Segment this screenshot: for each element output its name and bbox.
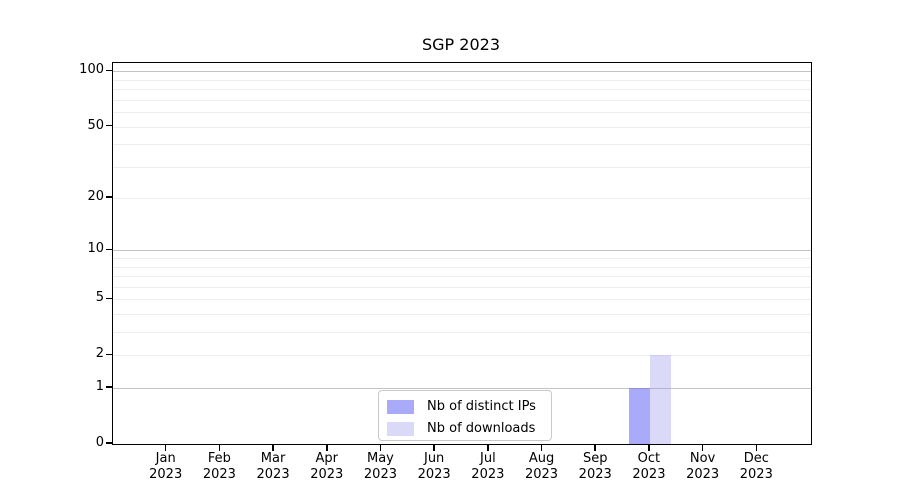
x-tick-mark-apr	[326, 444, 328, 451]
gridline-minor-4	[113, 314, 811, 316]
gridline-major-10	[113, 250, 811, 252]
x-tick-label-jan: Jan 2023	[149, 451, 183, 482]
gridline-minor-2	[113, 355, 811, 357]
y-tick-label-50: 50	[87, 117, 104, 133]
x-tick-label-jul: Jul 2023	[471, 451, 505, 482]
legend-swatch-distinct-ips	[387, 399, 414, 414]
x-tick-mark-may	[379, 444, 382, 451]
legend: Nb of distinct IPs Nb of downloads	[378, 390, 552, 441]
gridline-minor-9	[113, 258, 811, 260]
x-tick-label-sep: Sep 2023	[578, 451, 612, 482]
gridline-minor-8	[113, 266, 811, 268]
legend-label-downloads: Nb of downloads	[427, 421, 536, 436]
y-tick-label-20: 20	[87, 189, 104, 205]
y-tick-label-100: 100	[79, 62, 104, 78]
x-tick-mark-nov	[701, 444, 704, 451]
gridline-minor-30	[113, 166, 811, 168]
x-tick-label-oct: Oct 2023	[632, 451, 666, 482]
x-tick-label-jun: Jun 2023	[417, 451, 451, 482]
x-tick-mark-oct	[648, 444, 650, 451]
y-tick-label-1: 1	[95, 379, 104, 395]
gridline-major-1	[113, 388, 811, 390]
x-tick-mark-aug	[540, 444, 543, 451]
x-tick-mark-dec	[755, 444, 758, 451]
y-tick-mark-20	[106, 196, 112, 198]
legend-item-downloads: Nb of downloads	[387, 421, 543, 436]
y-tick-mark-5	[106, 297, 112, 300]
y-tick-mark-1	[106, 386, 112, 388]
gridline-minor-90	[113, 79, 811, 81]
y-tick-label-5: 5	[95, 290, 104, 306]
gridline-minor-5	[113, 299, 811, 301]
x-tick-label-nov: Nov 2023	[686, 451, 720, 482]
y-tick-mark-10	[106, 248, 112, 251]
gridline-minor-20	[113, 198, 811, 200]
x-tick-label-may: May 2023	[363, 451, 397, 482]
gridline-minor-70	[113, 99, 811, 101]
legend-label-distinct-ips: Nb of distinct IPs	[427, 399, 536, 414]
gridline-minor-60	[113, 112, 811, 114]
y-tick-mark-50	[106, 124, 112, 127]
y-tick-mark-2	[106, 353, 112, 356]
y-tick-mark-0	[106, 442, 112, 444]
y-tick-mark-100	[106, 69, 112, 72]
bar-oct-downloads	[649, 355, 671, 444]
x-tick-mark-feb	[218, 444, 221, 451]
legend-item-distinct-ips: Nb of distinct IPs	[387, 399, 543, 414]
gridline-minor-40	[113, 144, 811, 146]
x-tick-label-feb: Feb 2023	[202, 451, 236, 482]
x-tick-mark-jan	[164, 444, 167, 451]
legend-swatch-downloads	[387, 421, 414, 436]
x-tick-mark-sep	[594, 444, 596, 451]
gridline-minor-6	[113, 286, 811, 288]
x-tick-label-dec: Dec 2023	[739, 451, 773, 482]
bar-oct-distinct-ips	[628, 388, 650, 444]
gridline-minor-7	[113, 276, 811, 278]
x-tick-mark-jun	[433, 444, 435, 451]
gridline-minor-50	[113, 126, 811, 128]
y-tick-label-10: 10	[87, 241, 104, 257]
gridline-major-100	[113, 71, 811, 73]
x-tick-label-mar: Mar 2023	[256, 451, 290, 482]
x-tick-mark-mar	[272, 444, 274, 451]
chart-title: SGP 2023	[421, 35, 500, 54]
gridline-minor-3	[113, 332, 811, 334]
plot-area	[112, 62, 812, 445]
x-tick-label-apr: Apr 2023	[310, 451, 344, 482]
gridline-minor-80	[113, 89, 811, 91]
y-tick-label-0: 0	[95, 435, 104, 450]
x-tick-label-aug: Aug 2023	[524, 451, 559, 482]
y-tick-label-2: 2	[95, 346, 104, 362]
x-tick-mark-jul	[487, 444, 489, 451]
